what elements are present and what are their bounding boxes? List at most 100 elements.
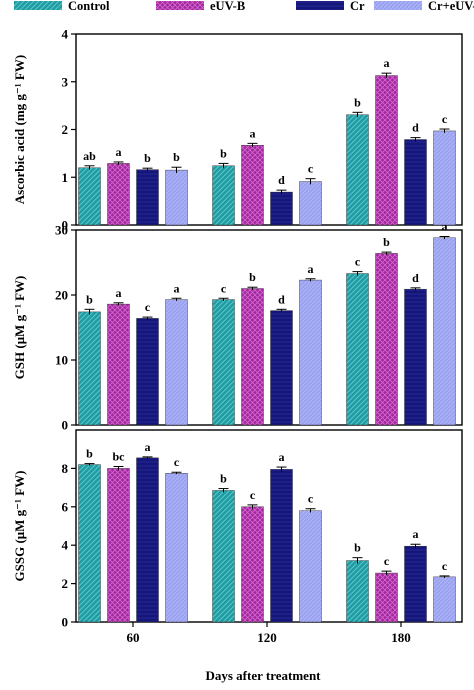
bar xyxy=(165,473,188,623)
y-tick-label: 0 xyxy=(62,615,69,630)
bar xyxy=(375,572,398,623)
significance-letter: c xyxy=(221,281,227,295)
plot-frame xyxy=(75,429,463,623)
y-tick-label: 2 xyxy=(62,576,69,591)
bar xyxy=(212,490,235,623)
legend-item-euvb: eUV-B xyxy=(156,0,245,13)
bar xyxy=(78,464,101,623)
y-tick-label: 4 xyxy=(62,538,69,553)
x-axis-title: Days after treatment xyxy=(205,668,321,683)
significance-letter: b xyxy=(354,95,361,109)
significance-letter: d xyxy=(412,271,419,285)
bar xyxy=(404,288,427,426)
significance-letter: d xyxy=(278,292,285,306)
bar xyxy=(136,318,159,426)
y-axis-label: GSH (μM g⁻¹ FW) xyxy=(12,276,27,380)
bar xyxy=(346,560,369,623)
significance-letter: b xyxy=(86,292,93,306)
y-tick-label: 3 xyxy=(62,74,69,89)
significance-letter: b xyxy=(354,541,361,555)
significance-letter: a xyxy=(116,286,122,300)
significance-letter: c xyxy=(442,112,448,126)
bar xyxy=(136,169,159,226)
significance-letter: d xyxy=(412,121,419,135)
legend-item-control: Control xyxy=(14,0,110,13)
significance-letter: b xyxy=(249,270,256,284)
significance-letter: c xyxy=(384,554,390,568)
bar xyxy=(136,457,159,623)
bar xyxy=(375,253,398,426)
bar xyxy=(346,273,369,426)
significance-letter: c xyxy=(250,488,256,502)
bar xyxy=(270,310,293,426)
bar xyxy=(404,139,427,226)
bar xyxy=(241,145,264,226)
y-tick-label: 6 xyxy=(62,499,69,514)
bar xyxy=(270,469,293,623)
legend: Control eUV-B Cr Cr+eUV-B xyxy=(14,0,474,13)
significance-letter: c xyxy=(442,559,448,573)
bar xyxy=(212,165,235,226)
significance-letter: a xyxy=(145,440,151,454)
x-tick-label: 180 xyxy=(391,630,411,645)
significance-letter: c xyxy=(308,162,314,176)
significance-letter: b xyxy=(173,150,180,164)
bar xyxy=(299,181,322,226)
legend-label-cruvb: Cr+eUV-B xyxy=(428,0,474,13)
significance-letter: a xyxy=(279,450,285,464)
significance-letter: b xyxy=(220,146,227,160)
bar xyxy=(241,288,264,426)
bar xyxy=(107,303,130,426)
bar xyxy=(433,130,456,226)
bar xyxy=(78,311,101,426)
bar xyxy=(212,299,235,426)
bar xyxy=(299,510,322,623)
y-tick-label: 0 xyxy=(62,218,69,233)
significance-letter: d xyxy=(278,173,285,187)
y-axis-label: GSSG (μM g⁻¹ FW) xyxy=(12,471,27,582)
bar xyxy=(165,299,188,426)
x-tick-label: 120 xyxy=(257,630,277,645)
legend-swatch-control xyxy=(14,1,62,10)
legend-swatch-cr xyxy=(296,1,344,10)
significance-letter: ab xyxy=(83,149,96,163)
significance-letter: a xyxy=(116,145,122,159)
bar xyxy=(78,167,101,226)
legend-label-cr: Cr xyxy=(350,0,365,13)
significance-letter: c xyxy=(355,255,361,269)
bar xyxy=(404,545,427,623)
bar xyxy=(346,114,369,226)
bar xyxy=(165,169,188,226)
y-tick-label: 10 xyxy=(55,353,68,368)
legend-item-cr: Cr xyxy=(296,0,365,13)
y-tick-label: 20 xyxy=(55,288,68,303)
significance-letter: c xyxy=(174,455,180,469)
y-tick-label: 1 xyxy=(62,170,69,185)
legend-label-control: Control xyxy=(68,0,110,13)
bar xyxy=(299,279,322,426)
bar xyxy=(433,576,456,623)
significance-letter: b xyxy=(86,447,93,461)
y-axis-label: Ascorbic acid (mg g⁻¹ FW) xyxy=(12,55,27,204)
significance-letter: b xyxy=(383,235,390,249)
significance-letter: a xyxy=(442,220,448,234)
y-tick-label: 30 xyxy=(55,223,68,238)
panel-gsh: 0 10 20 30 GSH (μM g⁻¹ FW) b c c a b b c d d a a a xyxy=(12,220,463,433)
significance-letter: a xyxy=(174,281,180,295)
panel-gssg: 0 2 4 6 8 GSSG (μM g⁻¹ FW) b b b bc c c a a a c c c 60 120 1… xyxy=(12,429,463,645)
bar xyxy=(241,506,264,623)
legend-label-euvb: eUV-B xyxy=(210,0,245,13)
significance-letter: a xyxy=(308,262,314,276)
significance-letter: a xyxy=(384,56,390,70)
bar xyxy=(433,237,456,426)
significance-letter: b xyxy=(144,151,151,165)
significance-letter: bc xyxy=(113,449,126,463)
legend-swatch-euvb xyxy=(156,1,204,10)
significance-letter: a xyxy=(250,126,256,140)
significance-letter: c xyxy=(145,300,151,314)
significance-letter: a xyxy=(413,527,419,541)
y-tick-label: 2 xyxy=(62,122,69,137)
bar xyxy=(375,75,398,226)
bar xyxy=(107,468,130,623)
